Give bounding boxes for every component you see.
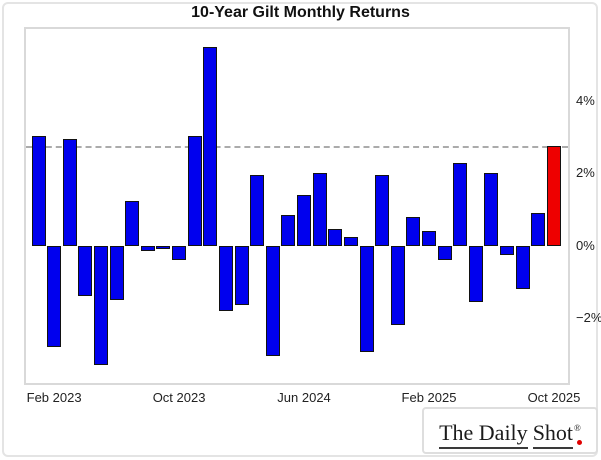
logo-text-part2: Shot [532,419,574,449]
bar-nov-2023 [187,135,202,246]
daily-shot-logo-text: The Daily Shot® [439,417,582,449]
bar-nov-2024 [375,175,390,246]
plot-area [24,27,570,385]
bar-sep-2024 [343,236,358,246]
bar-feb-2025 [422,231,436,246]
bar-mar-2024 [250,175,265,246]
x-tick-label: Feb 2023 [26,390,82,405]
bar-jul-2024 [312,173,327,246]
bar-jan-2023 [31,135,46,246]
bar-feb-2024 [234,245,249,306]
bar-aug-2025 [515,245,530,290]
x-tick-label: Jun 2024 [277,390,331,405]
logo-red-dot [576,439,582,445]
bar-jan-2025 [406,216,421,246]
bar-mar-2023 [62,139,77,246]
bar-oct-2023 [172,245,187,261]
daily-shot-logo: The Daily Shot® [422,407,598,454]
bar-feb-2023 [47,245,62,347]
bar-apr-2025 [453,162,468,246]
x-tick-label: Oct 2025 [527,390,581,405]
bar-jun-2024 [297,195,312,246]
reference-dashed-line [26,146,568,149]
y-tick-label: 2% [576,165,595,181]
bar-may-2025 [468,245,483,302]
bar-may-2024 [281,215,296,246]
x-tick-label: Feb 2025 [401,390,457,405]
bar-oct-2025 [546,146,561,246]
bar-jul-2025 [500,245,515,255]
bar-jan-2024 [218,245,233,311]
bar-sep-2025 [531,213,546,246]
bar-sep-2023 [156,245,171,250]
x-tick-label: Oct 2023 [152,390,206,405]
bars-layer [26,29,568,383]
bar-apr-2023 [78,245,93,297]
bar-mar-2025 [437,245,452,261]
bar-jun-2025 [484,173,499,246]
bar-apr-2024 [265,245,280,356]
bar-dec-2024 [390,245,405,326]
bar-aug-2023 [140,245,155,252]
bar-oct-2024 [359,245,374,353]
registered-mark: ® [574,423,581,434]
bar-jun-2023 [109,245,124,300]
bar-jul-2023 [125,200,140,246]
bar-may-2023 [93,245,108,365]
bar-aug-2024 [328,229,343,246]
chart-title: 10-Year Gilt Monthly Returns [191,4,410,21]
y-tick-label: 4% [576,93,595,109]
bar-dec-2023 [203,47,218,246]
y-tick-label: −2% [576,309,601,325]
logo-text-part1: The Daily [439,419,528,449]
y-tick-label: 0% [576,237,595,253]
